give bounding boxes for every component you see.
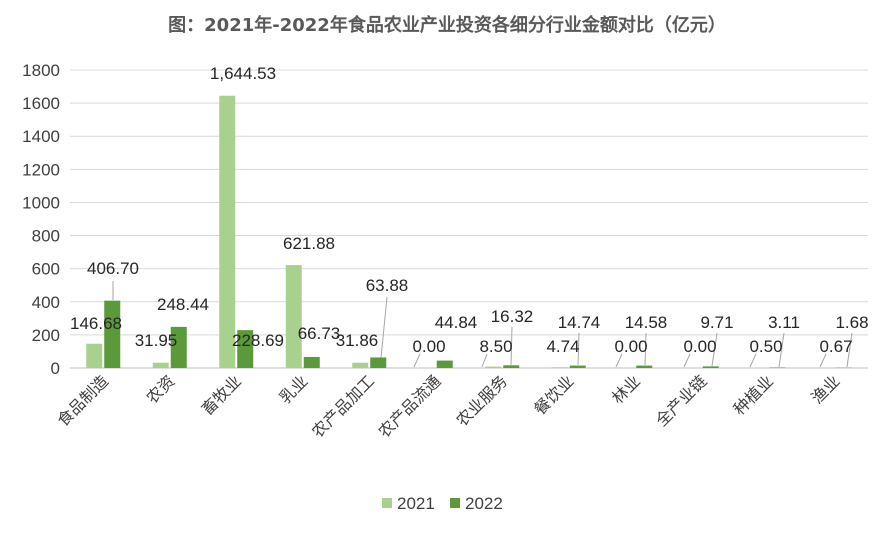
x-tick-label: 渔业 (808, 371, 844, 407)
x-tick-label: 农产品加工 (308, 371, 378, 441)
bar-2021 (485, 366, 502, 368)
data-label-leader (846, 332, 853, 368)
bar-2021 (285, 265, 302, 368)
data-label-2021: 0.50 (749, 337, 782, 356)
bar-2022 (170, 326, 187, 368)
data-label-2021: 0.00 (412, 337, 445, 356)
x-tick-label: 林业 (608, 371, 644, 407)
y-tick-label: 400 (32, 293, 60, 312)
data-label-2021: 621.88 (283, 234, 335, 253)
data-label-leader (683, 353, 691, 368)
bar-2022 (503, 365, 520, 368)
data-label-2022: 248.44 (157, 295, 209, 314)
legend-swatch-2021 (382, 498, 392, 508)
x-tick-label: 乳业 (276, 371, 312, 407)
data-label-leader (577, 332, 580, 366)
x-tick-label: 农产品流通 (375, 371, 445, 441)
y-tick-label: 600 (32, 260, 60, 279)
data-label-leader (510, 326, 513, 366)
legend-label-2022: 2022 (465, 494, 503, 513)
data-label-2022: 228.69 (232, 331, 284, 350)
y-tick-label: 1400 (22, 127, 60, 146)
bar-2022 (436, 360, 453, 368)
bar-2021 (551, 367, 568, 368)
data-label-leader (380, 296, 388, 359)
data-label-leader (711, 332, 718, 367)
data-label-2022: 44.84 (435, 313, 478, 332)
x-tick-label: 全产业链 (652, 371, 711, 430)
data-label-2021: 1,644.53 (210, 64, 276, 83)
bar-2021 (352, 362, 369, 368)
y-tick-label: 1000 (22, 193, 60, 212)
x-tick-label: 餐饮业 (530, 371, 577, 418)
bar-2022 (303, 356, 320, 368)
x-tick-label: 种植业 (730, 371, 777, 418)
legend: 2021 2022 (382, 494, 503, 513)
data-label-2021: 146.68 (70, 314, 122, 333)
chart-title: 图：2021年-2022年食品农业产业投资各细分行业金额对比（亿元） (168, 14, 726, 36)
data-label-2022: 406.70 (87, 259, 139, 278)
y-tick-label: 1800 (22, 61, 60, 80)
bar-2022 (370, 357, 387, 368)
data-label-2021: 0.00 (683, 337, 716, 356)
data-label-2021: 31.86 (336, 331, 379, 350)
bar-2021 (219, 95, 236, 368)
data-label-2021: 4.74 (546, 337, 579, 356)
data-label-leader (413, 353, 421, 368)
gridlines (70, 69, 868, 369)
data-labels: 146.68 31.95 1,644.53 621.88 31.86 0.00 8.50 4.… (70, 64, 869, 356)
data-label-2021: 8.50 (479, 337, 512, 356)
bar-2021 (152, 362, 169, 368)
y-axis-tick-labels: 0 200 400 600 800 1000 1200 1400 1600 1800 (22, 61, 60, 378)
data-label-2022: 1.68 (835, 313, 868, 332)
data-label-leader (778, 332, 785, 368)
x-tick-label: 畜牧业 (198, 371, 245, 418)
legend-swatch-2022 (450, 498, 460, 508)
data-label-2022: 14.74 (558, 313, 601, 332)
bar-2022 (569, 365, 586, 368)
x-tick-label: 农业服务 (452, 371, 511, 430)
data-label-2022: 63.88 (366, 276, 409, 295)
y-tick-label: 0 (51, 359, 60, 378)
data-label-2021: 31.95 (135, 331, 178, 350)
bar-2022 (104, 300, 121, 368)
data-label-2022: 3.11 (768, 313, 800, 332)
y-tick-label: 200 (32, 326, 60, 345)
data-label-leader (644, 332, 647, 366)
data-label-2022: 14.58 (625, 313, 668, 332)
data-label-leaders (112, 281, 853, 368)
x-tick-label: 食品制造 (53, 371, 112, 430)
y-tick-label: 1200 (22, 160, 60, 179)
y-tick-label: 1600 (22, 94, 60, 113)
data-label-2021: 0.67 (819, 337, 852, 356)
data-label-2022: 16.32 (491, 307, 534, 326)
bar-2022 (636, 365, 653, 368)
data-label-leader (819, 353, 827, 368)
bars (86, 95, 852, 368)
bar-2022 (237, 330, 254, 368)
y-tick-label: 800 (32, 227, 60, 246)
bar-2021 (86, 343, 103, 368)
legend-label-2021: 2021 (397, 494, 435, 513)
data-label-2021: 0.00 (614, 337, 647, 356)
bar-2022 (769, 367, 786, 368)
data-label-2022: 66.73 (298, 324, 341, 343)
data-label-2022: 9.71 (700, 313, 733, 332)
bar-2022 (702, 366, 719, 368)
data-label-leader (749, 353, 757, 368)
data-label-leader (615, 353, 623, 368)
x-tick-label: 农资 (143, 371, 179, 407)
data-label-leader (481, 353, 488, 368)
